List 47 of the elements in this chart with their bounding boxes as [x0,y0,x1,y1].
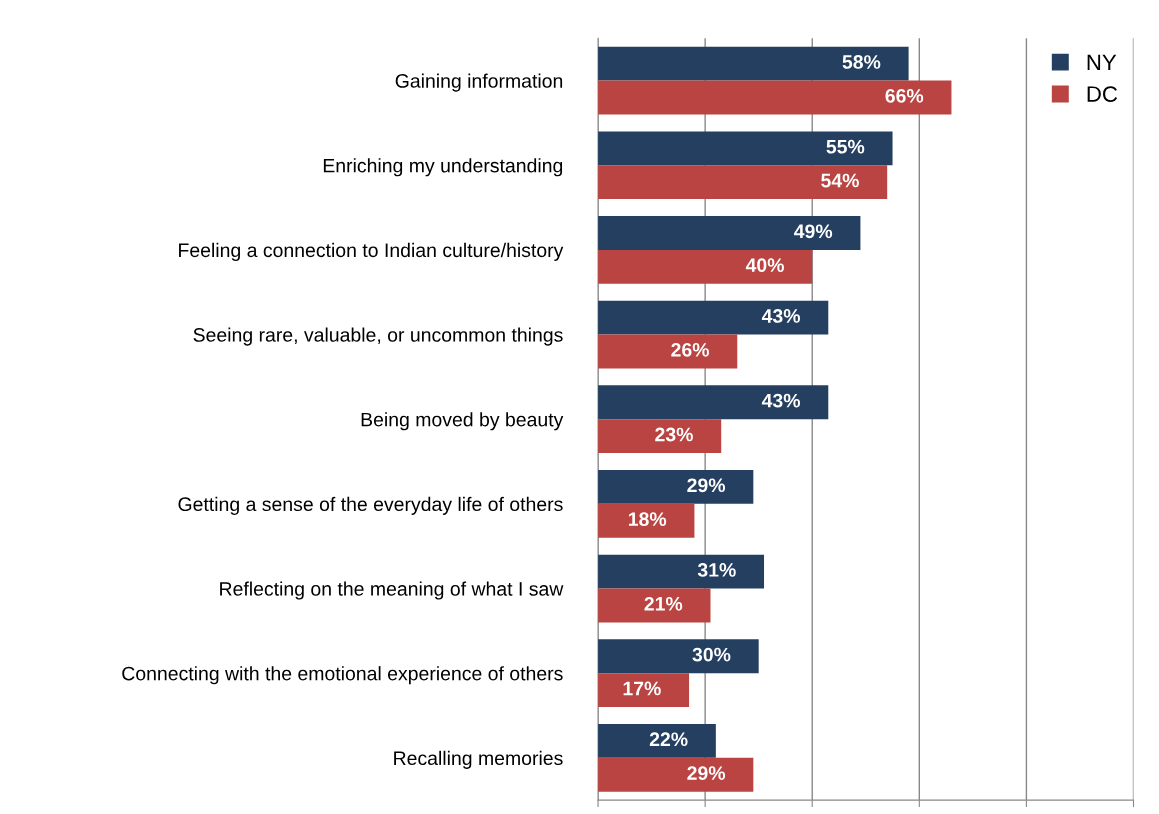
data-label: 66% [885,88,924,103]
bar [598,757,754,792]
data-label: 21% [644,596,683,611]
bar [598,334,738,369]
data-label: 23% [655,427,693,442]
y-tick-label: Reflecting on the meaning of what I saw [220,581,564,600]
bar [598,216,861,250]
data-label: 54% [821,173,859,188]
bar [598,470,754,504]
bar [598,554,765,589]
y-tick-label: Seeing rare, valuable, or uncommon things [193,327,563,346]
bar [598,300,829,335]
bar [598,723,716,758]
data-label: 55% [826,139,865,154]
bar [598,385,829,420]
bar [598,639,759,674]
y-tick-label: Feeling a connection to Indian culture/history [179,242,564,261]
data-label: 29% [687,478,726,493]
y-tick-label: Gaining information [395,73,563,92]
bar [598,46,909,81]
bar [598,673,690,708]
bar [598,588,711,623]
data-label: 26% [671,342,709,357]
data-label: 29% [687,766,726,780]
bar [598,165,888,200]
legend-label: NY [1087,54,1117,70]
y-tick-label: Being moved by beauty [361,412,564,431]
bar [598,249,813,284]
data-label: 31% [697,563,736,577]
bar [598,80,952,115]
data-label: 18% [628,512,667,527]
y-tick-label: Enriching my understanding [323,158,563,177]
bar [598,131,893,166]
data-label: 40% [745,258,784,273]
bar [598,419,722,454]
bar [598,503,695,538]
y-tick-label: Getting a sense of the everyday life of others [178,496,563,515]
data-label: 22% [649,732,688,747]
data-label: 43% [761,393,801,408]
y-tick-label: Recalling memories [394,750,563,769]
y-tick-label: Connecting with the emotional experience of others [122,666,563,685]
data-label: 30% [692,647,731,662]
legend-label: DC [1087,86,1118,102]
data-label: 58% [842,55,881,69]
data-label: 17% [623,681,661,696]
data-label: 43% [761,309,801,323]
data-label: 49% [794,224,833,239]
